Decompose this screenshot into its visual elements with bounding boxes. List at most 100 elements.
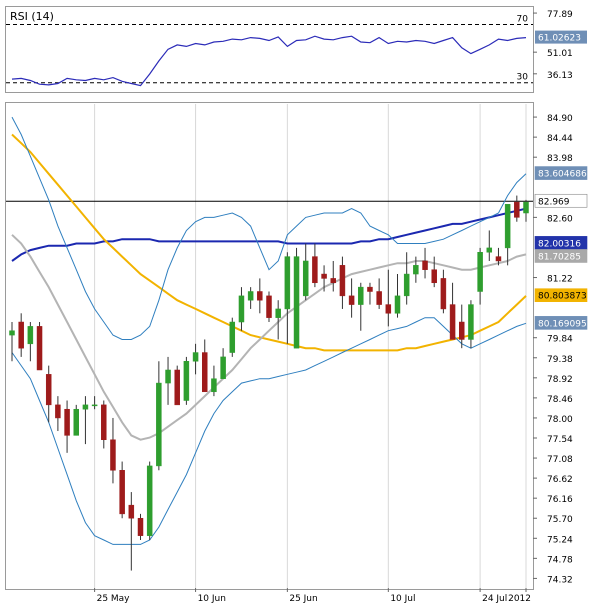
x-tick-label: 2012	[508, 594, 531, 604]
candle-body	[431, 269, 437, 284]
candle-body	[495, 256, 502, 262]
price-tick-label: 74.32	[547, 575, 573, 585]
price-value-box	[534, 316, 588, 330]
candle-body	[137, 517, 144, 536]
price-tick-label: 77.08	[547, 455, 573, 465]
price-plot-frame	[5, 102, 534, 590]
price-tick-label: 78.00	[547, 415, 573, 425]
candle-body	[211, 378, 217, 393]
candle-body	[55, 404, 61, 419]
candle-body	[477, 252, 483, 292]
price-value-box	[534, 288, 588, 302]
moving-average-mid-line	[11, 133, 527, 352]
price-value-label: 80.169095	[538, 319, 587, 329]
candle-body	[202, 352, 208, 393]
rsi-tick-label: 51.01	[547, 49, 573, 59]
price-value-label: 81.70285	[538, 252, 581, 262]
candle-body	[376, 291, 382, 305]
candle-body	[64, 408, 70, 436]
rsi-plot-frame	[5, 6, 534, 93]
candle-body	[385, 304, 392, 314]
candle-body	[440, 278, 447, 310]
rsi-last-value-label: 61.02623	[538, 34, 581, 44]
price-tick-label: 79.84	[547, 335, 573, 345]
candle-body	[284, 256, 291, 310]
rsi-panel: RSI (14) 77.89 51.01 36.13 70 30 61.02623	[5, 6, 587, 93]
candle-body	[36, 326, 43, 371]
candle-body	[266, 295, 272, 318]
price-tick-label: 77.54	[547, 435, 573, 445]
candle-body	[312, 256, 318, 284]
candle-body	[514, 201, 520, 218]
candle-body	[9, 330, 15, 336]
rsi-level-label: 30	[517, 73, 529, 83]
rsi-title: RSI (14)	[10, 10, 54, 23]
candle-body	[119, 470, 125, 515]
moving-average-short-line	[11, 234, 527, 441]
rsi-last-value-box	[535, 30, 587, 44]
candle-body	[367, 286, 373, 292]
rsi-tick-label: 77.89	[547, 10, 573, 20]
candle-body	[110, 439, 116, 471]
candle-body	[73, 408, 79, 436]
candle-body	[165, 369, 171, 384]
price-value-label: 82.00316	[538, 239, 581, 249]
moving-average-long-line	[11, 207, 527, 262]
rsi-level-label: 70	[517, 15, 529, 25]
price-value-box	[534, 166, 588, 180]
candle-body	[91, 404, 98, 407]
price-tick-label: 75.70	[547, 515, 573, 525]
candle-body	[82, 404, 89, 410]
price-tick-label: 75.24	[547, 535, 573, 545]
candle-body	[413, 265, 419, 275]
price-tick-label: 79.38	[547, 355, 573, 365]
upper-band-line	[11, 116, 527, 340]
candle-body	[183, 361, 190, 401]
candle-body	[358, 286, 364, 305]
candle-body	[275, 308, 281, 318]
price-value-box	[534, 193, 588, 208]
candle-body	[422, 260, 428, 270]
candle-body	[330, 278, 336, 284]
candle-body	[146, 465, 153, 536]
price-tick-label: 76.16	[547, 495, 573, 505]
price-tick-label: 84.44	[547, 134, 573, 144]
lower-band-line	[11, 317, 527, 545]
x-tick-label: 25 May	[97, 594, 131, 604]
candle-body	[468, 304, 474, 340]
candle-body	[293, 256, 300, 349]
candle-body	[192, 352, 199, 362]
price-tick-label: 78.92	[547, 375, 573, 385]
x-tick-label: 10 Jul	[390, 594, 415, 604]
candle-body	[403, 273, 410, 297]
candle-body	[523, 201, 529, 214]
candle-body	[27, 326, 34, 345]
candle-body	[18, 321, 24, 349]
x-tick-label: 24 Jul	[482, 594, 507, 604]
candle-body	[220, 356, 226, 379]
candle-body	[229, 321, 236, 353]
price-value-label: 80.803873	[538, 292, 587, 302]
candle-body	[247, 291, 254, 301]
candle-body	[302, 260, 309, 297]
candle-body	[101, 404, 107, 440]
candle-body	[174, 369, 180, 406]
candle-body	[321, 273, 327, 279]
candle-body	[156, 382, 162, 467]
candle-body	[45, 374, 52, 406]
x-tick-label: 10 Jun	[198, 594, 226, 604]
price-tick-label: 76.62	[547, 475, 573, 485]
candle-body	[339, 265, 346, 297]
candle-body	[128, 504, 135, 519]
price-value-label: 82.969	[538, 197, 570, 207]
candle-body	[504, 204, 511, 249]
rsi-line	[11, 35, 527, 87]
x-tick-label: 25 Jun	[289, 594, 317, 604]
price-tick-label: 81.22	[547, 275, 573, 285]
candle-body	[394, 295, 401, 314]
price-value-label: 83.604686	[538, 170, 587, 180]
rsi-tick-label: 36.13	[547, 71, 573, 81]
price-value-box	[534, 236, 588, 250]
price-tick-label: 78.46	[547, 395, 573, 405]
price-value-box	[534, 249, 588, 263]
